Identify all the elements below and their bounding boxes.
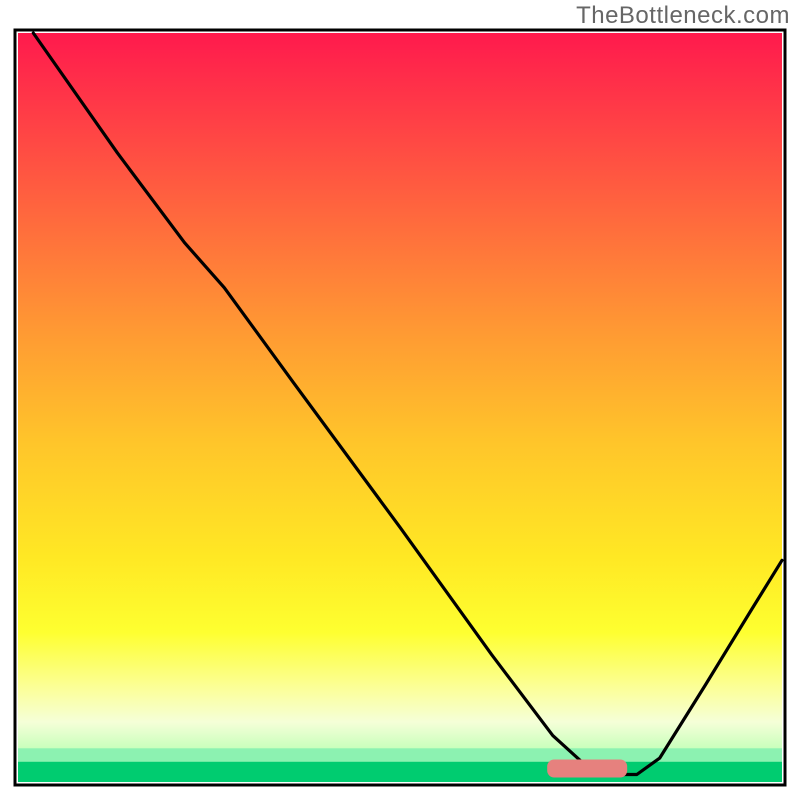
chart-container: TheBottleneck.com — [0, 0, 800, 800]
green-band-light — [18, 748, 782, 761]
plot-background — [18, 33, 782, 782]
optimal-marker — [547, 760, 627, 778]
chart-svg — [0, 0, 800, 800]
